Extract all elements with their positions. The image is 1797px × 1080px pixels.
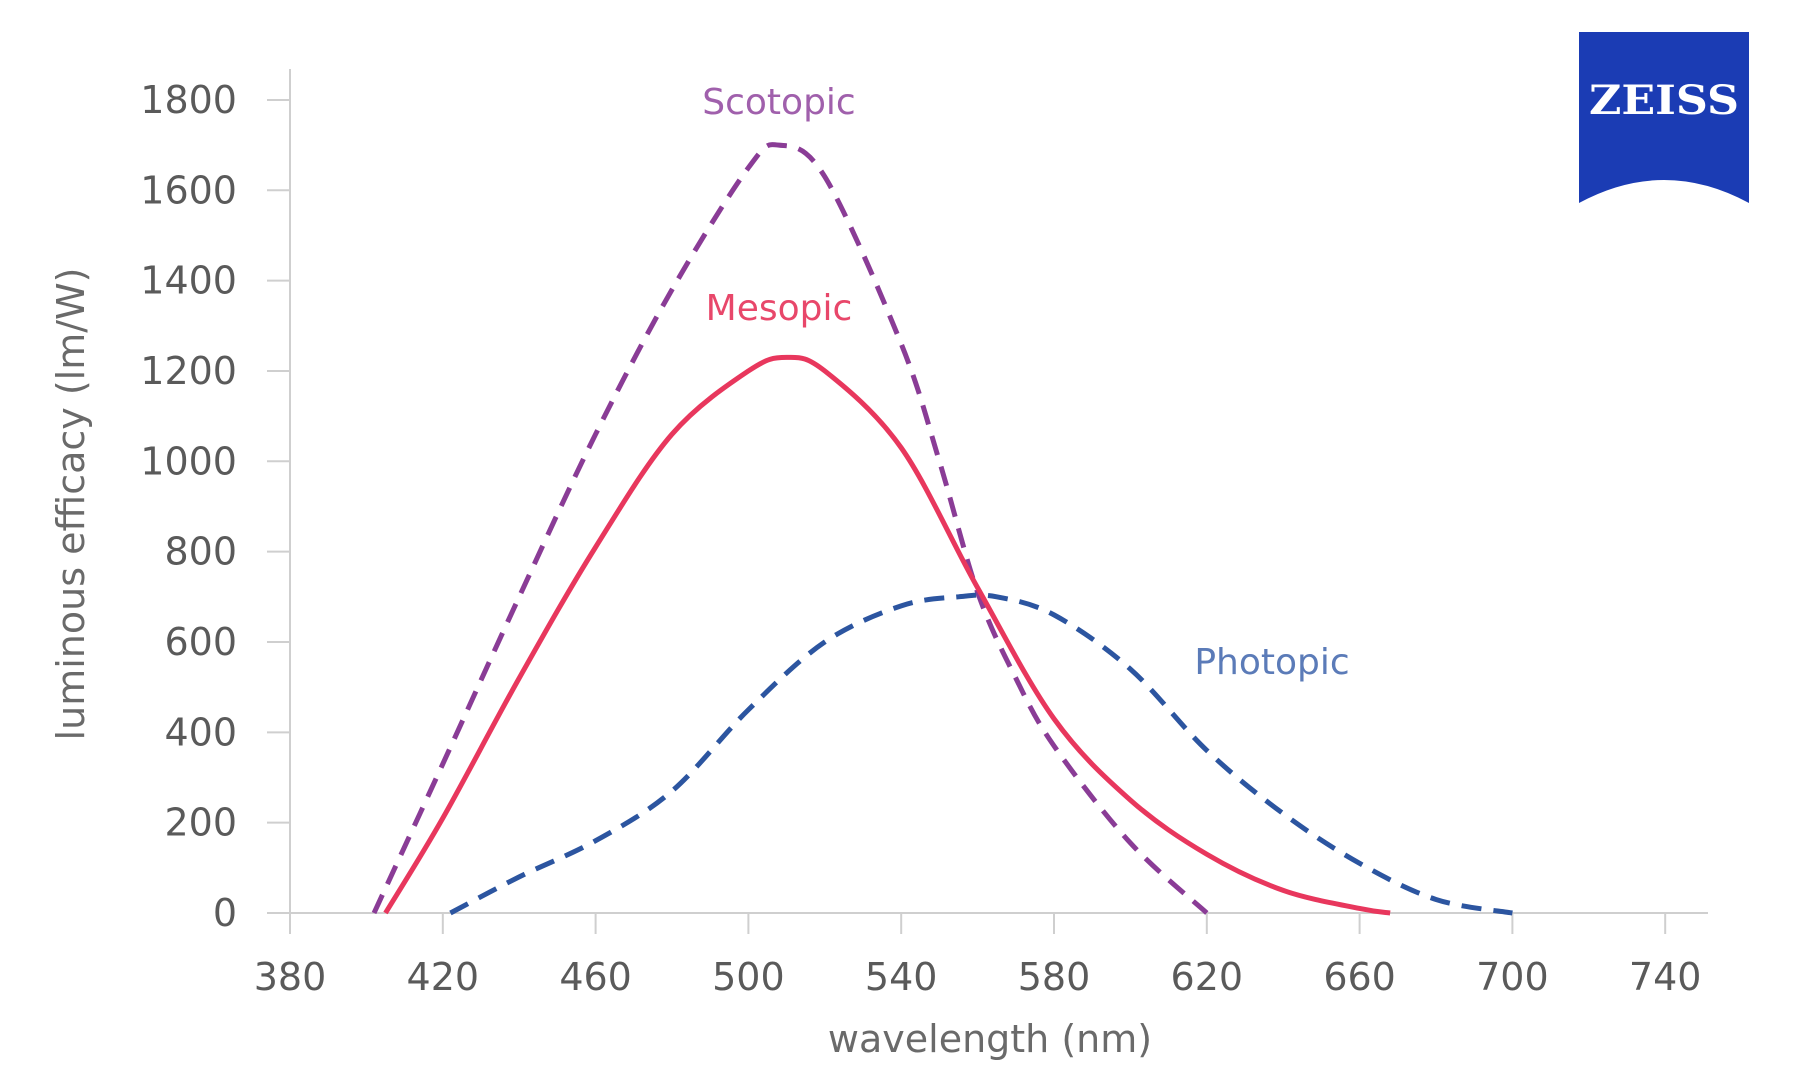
y-tick-label: 1600	[140, 168, 237, 212]
y-tick-label: 1400	[140, 259, 237, 303]
x-tick-label: 380	[254, 955, 327, 999]
y-axis-title: luminous efficacy (lm/W)	[49, 268, 93, 741]
y-ticks: 0 200 400 600 800 1000 1200 1400 1600 1800	[140, 78, 290, 935]
series-label-photopic: Photopic	[1194, 642, 1349, 683]
x-tick-label: 540	[865, 955, 938, 999]
series-line-photopic	[449, 592, 1513, 916]
x-tick-label: 660	[1323, 955, 1396, 999]
y-tick-label: 600	[164, 620, 237, 664]
y-tick-label: 1200	[140, 349, 237, 393]
series-line-mesopic	[383, 354, 1391, 916]
zeiss-logo: ZEISS	[1579, 32, 1749, 203]
y-tick-label: 800	[164, 530, 237, 574]
series-line-scotopic	[371, 142, 1209, 915]
x-tick-label: 620	[1171, 955, 1244, 999]
series-label-scotopic: Scotopic	[702, 82, 855, 123]
zeiss-logo-shape	[1579, 32, 1749, 203]
y-tick-label: 1800	[140, 78, 237, 122]
x-ticks: 380 420 460 500 540 580 620 660 700 740	[254, 913, 1702, 999]
y-tick-label: 200	[164, 801, 237, 845]
y-tick-label: 0	[213, 891, 237, 935]
x-tick-label: 740	[1629, 955, 1702, 999]
x-tick-label: 580	[1018, 955, 1091, 999]
zeiss-logo-text: ZEISS	[1589, 77, 1739, 124]
series-label-mesopic: Mesopic	[706, 288, 853, 329]
x-tick-label: 500	[712, 955, 785, 999]
x-axis-title: wavelength (nm)	[828, 1017, 1152, 1061]
series-labels: Scotopic Mesopic Photopic	[702, 82, 1349, 683]
x-tick-label: 700	[1476, 955, 1549, 999]
x-tick-label: 420	[407, 955, 480, 999]
x-tick-label: 460	[559, 955, 632, 999]
y-tick-label: 1000	[140, 439, 237, 483]
series-lines	[371, 142, 1513, 916]
axes	[272, 69, 1708, 914]
y-tick-label: 400	[164, 710, 237, 754]
